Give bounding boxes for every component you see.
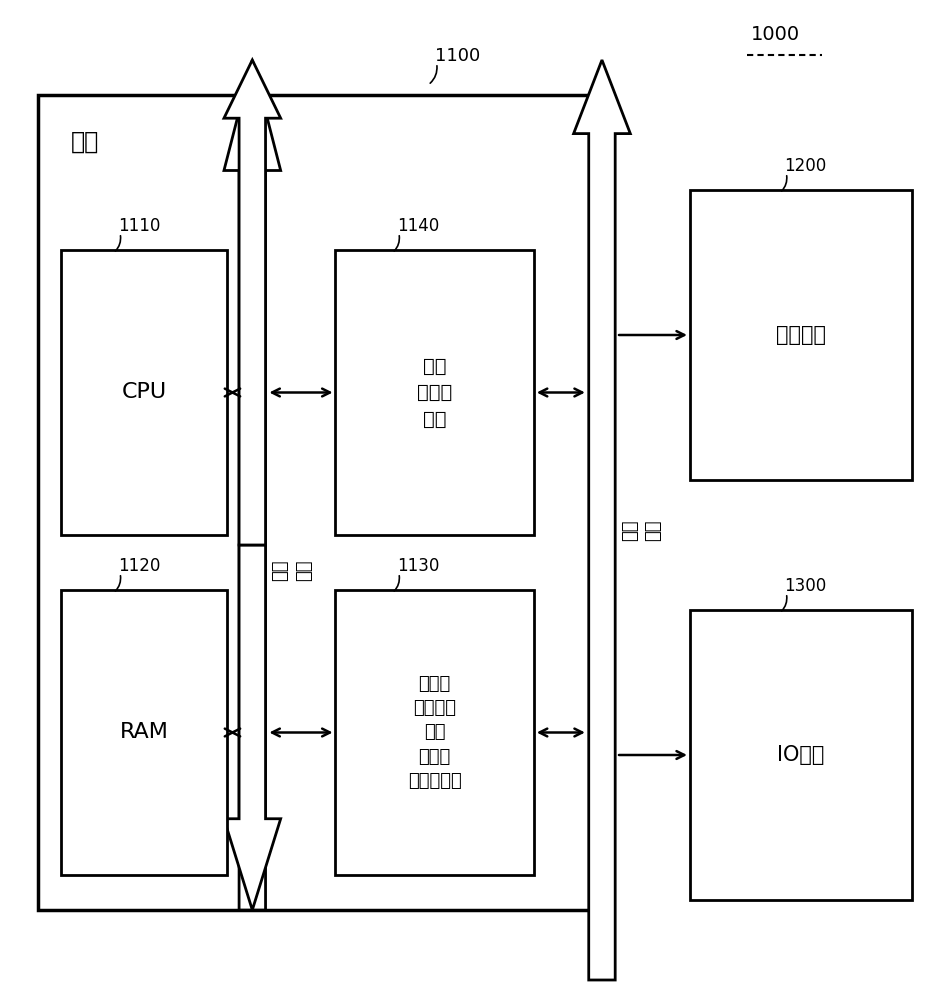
Bar	[61, 590, 227, 875]
Text: CPU: CPU	[122, 382, 166, 402]
Text: IO设备: IO设备	[776, 745, 824, 765]
Bar	[335, 250, 533, 535]
Polygon shape	[224, 60, 280, 545]
Bar	[61, 250, 227, 535]
Bar	[689, 610, 911, 900]
Text: 外部
存储器
接口: 外部 存储器 接口	[416, 357, 452, 428]
Polygon shape	[224, 545, 280, 910]
Bar	[335, 590, 533, 875]
Text: 1300: 1300	[784, 577, 826, 595]
Text: 1120: 1120	[118, 557, 160, 575]
Bar	[38, 95, 599, 910]
Polygon shape	[573, 60, 630, 980]
Text: 1100: 1100	[434, 47, 480, 65]
Text: 1200: 1200	[784, 157, 826, 175]
Bar	[689, 190, 911, 480]
Text: 主机: 主机	[71, 130, 99, 154]
Text: 外部
总线: 外部 总线	[620, 519, 662, 541]
Text: 1140: 1140	[396, 217, 439, 235]
Polygon shape	[224, 60, 280, 910]
Text: 1000: 1000	[750, 25, 800, 44]
Text: RAM: RAM	[120, 722, 168, 742]
Text: 自适应
中断控制
单元
（设备
驱动程序）: 自适应 中断控制 单元 （设备 驱动程序）	[408, 675, 461, 790]
Text: 1110: 1110	[118, 217, 160, 235]
Text: 1130: 1130	[396, 557, 439, 575]
Text: 内部
总线: 内部 总线	[271, 559, 312, 581]
Text: 存储设备: 存储设备	[775, 325, 825, 345]
